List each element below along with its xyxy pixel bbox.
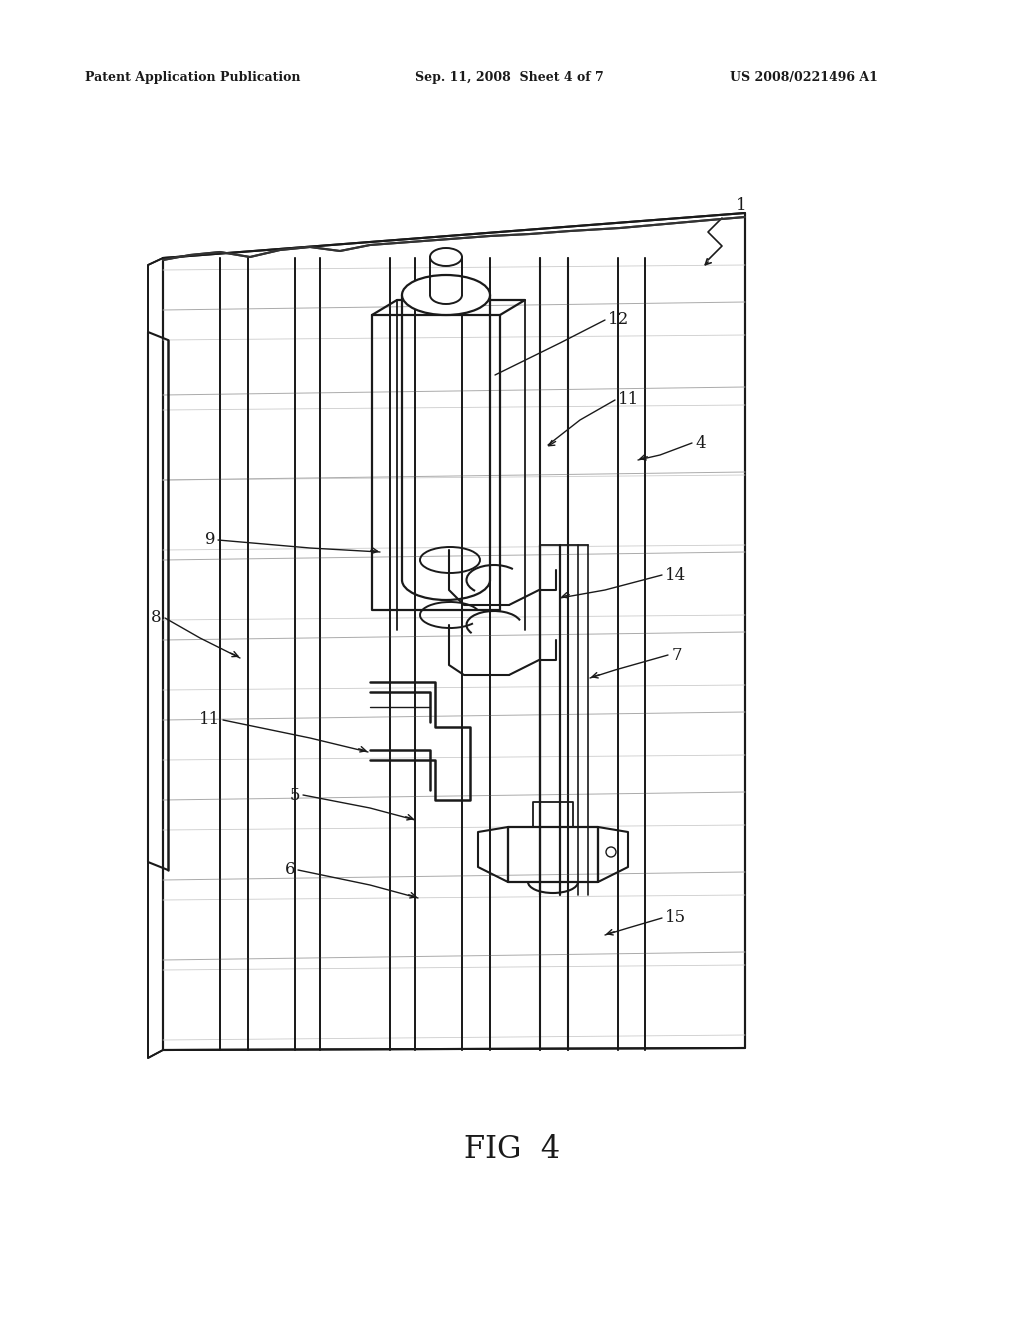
Text: 7: 7	[672, 647, 683, 664]
Text: 9: 9	[205, 532, 215, 549]
Text: 5: 5	[290, 787, 300, 804]
Text: US 2008/0221496 A1: US 2008/0221496 A1	[730, 71, 878, 84]
Text: 8: 8	[152, 610, 162, 627]
Text: 1: 1	[736, 197, 746, 214]
Text: 6: 6	[285, 862, 295, 879]
Text: FIG  4: FIG 4	[464, 1134, 560, 1166]
Text: 11: 11	[618, 392, 639, 408]
Text: 14: 14	[665, 566, 686, 583]
Text: 12: 12	[608, 312, 630, 329]
Text: 4: 4	[695, 434, 706, 451]
Text: 11: 11	[199, 711, 220, 729]
Text: 15: 15	[665, 909, 686, 927]
Text: Sep. 11, 2008  Sheet 4 of 7: Sep. 11, 2008 Sheet 4 of 7	[415, 71, 604, 84]
Ellipse shape	[402, 275, 490, 315]
Text: Patent Application Publication: Patent Application Publication	[85, 71, 300, 84]
Polygon shape	[163, 213, 745, 1049]
Ellipse shape	[430, 248, 462, 267]
Circle shape	[606, 847, 616, 857]
